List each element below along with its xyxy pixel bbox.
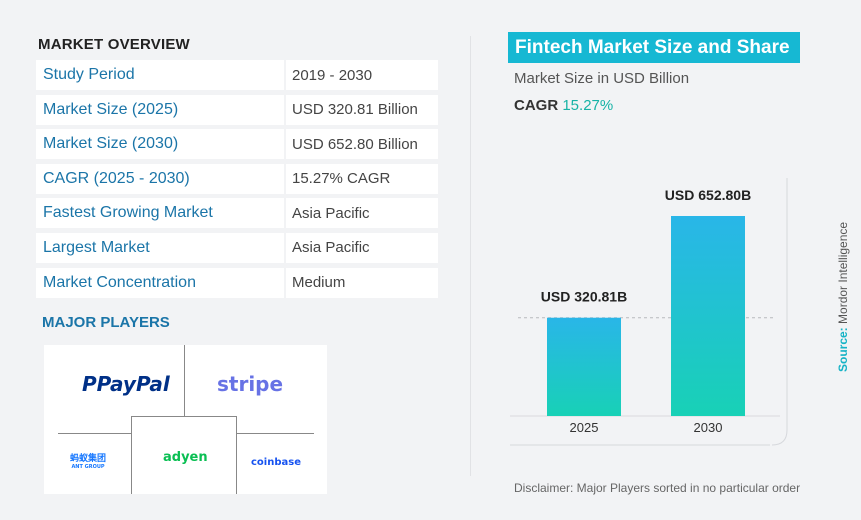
overview-value: 2019 - 2030 [286,60,438,90]
disclaimer: Disclaimer: Major Players sorted in no p… [514,481,801,495]
overview-label: Fastest Growing Market [36,198,284,229]
x-tick-label-2030: 2030 [694,420,723,435]
overview-value: USD 320.81 Billion [286,94,438,125]
source-note: Source: Mordor Intelligence [836,222,850,372]
overview-value: Asia Pacific [286,232,438,263]
market-overview-heading: MARKET OVERVIEW [38,36,190,53]
market-overview-table: Study Period 2019 - 2030 Market Size (2025… [36,60,438,302]
overview-value: Asia Pacific [286,198,438,229]
overview-label: Market Size (2025) [36,94,284,125]
bar-chart: USD 320.81B 2025 USD 652.80B 2030 [510,178,788,446]
overview-row: Fastest Growing Market Asia Pacific [36,198,438,229]
source-value: Mordor Intelligence [836,221,850,324]
ant-group-logo: 蚂蚁集团 ANT GROUP [70,454,107,470]
x-tick-label-2025: 2025 [570,420,599,435]
stripe-logo: stripe [217,372,284,396]
overview-label: Largest Market [36,232,284,263]
overview-row: CAGR (2025 - 2030) 15.27% CAGR [36,163,438,194]
section-divider [470,36,471,476]
major-players-logos: PPayPal stripe 蚂蚁集团 ANT GROUP adyen coin… [44,345,327,494]
chart-subtitle: Market Size in USD Billion [514,70,690,87]
paypal-logo: PPayPal [82,372,170,396]
cagr-value: 15.27% [562,97,614,114]
chart-frame-corner [771,429,788,446]
data-label-2025: USD 320.81B [541,289,627,305]
overview-label: CAGR (2025 - 2030) [36,163,284,194]
overview-row: Study Period 2019 - 2030 [36,60,438,90]
overview-row: Market Concentration Medium [36,267,438,298]
overview-value: 15.27% CAGR [286,163,438,194]
chart-title: Fintech Market Size and Share [508,32,800,63]
overview-label: Market Size (2030) [36,129,284,160]
overview-row: Market Size (2025) USD 320.81 Billion [36,94,438,125]
source-label: Source: [836,327,850,372]
cagr-label: CAGR [514,97,559,114]
bar-2025 [547,317,621,416]
overview-row: Largest Market Asia Pacific [36,232,438,263]
overview-value: USD 652.80 Billion [286,129,438,160]
major-players-heading: MAJOR PLAYERS [42,314,170,331]
overview-label: Market Concentration [36,267,284,298]
overview-label: Study Period [36,60,284,90]
overview-value: Medium [286,267,438,298]
cagr-line: CAGR 15.27% [514,97,613,114]
bar-2030 [671,216,745,416]
overview-row: Market Size (2030) USD 652.80 Billion [36,129,438,160]
adyen-logo: adyen [163,450,208,465]
coinbase-logo: coinbase [251,457,301,468]
data-label-2030: USD 652.80B [665,187,751,203]
